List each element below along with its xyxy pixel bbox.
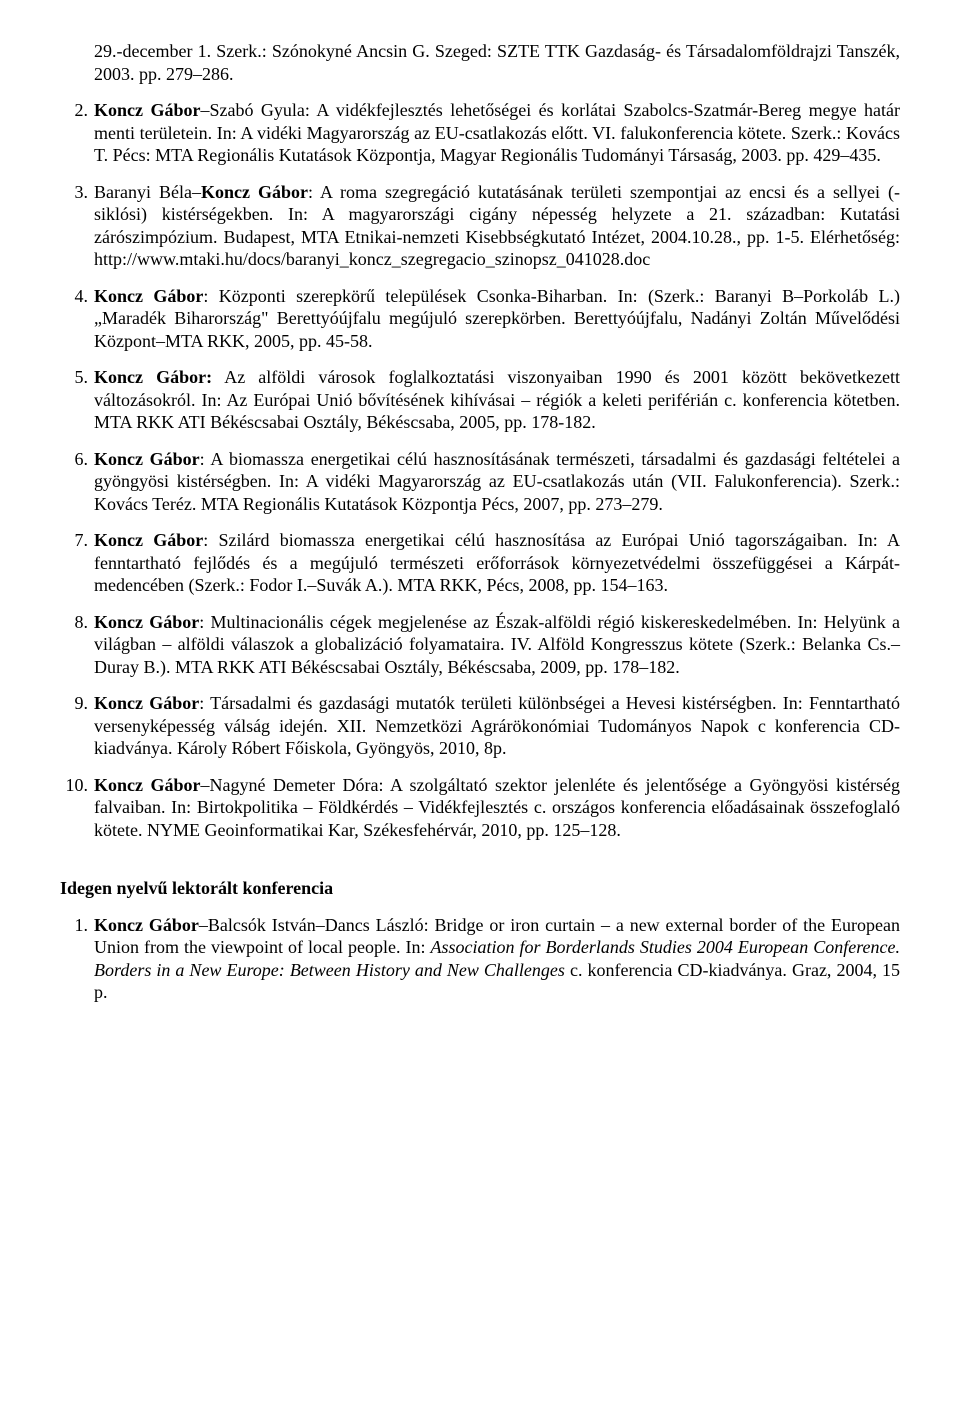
item-number: [60, 40, 94, 85]
bibliography-item: 3.Baranyi Béla–Koncz Gábor: A roma szegr…: [60, 181, 900, 271]
section-heading: Idegen nyelvű lektorált konferencia: [60, 877, 900, 900]
bibliography-item: 10.Koncz Gábor–Nagyné Demeter Dóra: A sz…: [60, 774, 900, 842]
item-text: 29.-december 1. Szerk.: Szónokyné Ancsin…: [94, 40, 900, 85]
item-text: Koncz Gábor: Szilárd biomassza energetik…: [94, 529, 900, 597]
item-number: 1.: [60, 914, 94, 1004]
bibliography-item: 2.Koncz Gábor–Szabó Gyula: A vidékfejles…: [60, 99, 900, 167]
item-number: 2.: [60, 99, 94, 167]
item-number: 10.: [60, 774, 94, 842]
item-number: 7.: [60, 529, 94, 597]
bibliography-item: 4.Koncz Gábor: Központi szerepkörű telep…: [60, 285, 900, 353]
bibliography-item: 1.Koncz Gábor–Balcsók István–Dancs Lászl…: [60, 914, 900, 1004]
bibliography-item: 9.Koncz Gábor: Társadalmi és gazdasági m…: [60, 692, 900, 760]
item-text: Koncz Gábor: Központi szerepkörű települ…: [94, 285, 900, 353]
item-text: Koncz Gábor–Balcsók István–Dancs László:…: [94, 914, 900, 1004]
bibliography-item: 29.-december 1. Szerk.: Szónokyné Ancsin…: [60, 40, 900, 85]
bibliography-item: 5.Koncz Gábor: Az alföldi városok foglal…: [60, 366, 900, 434]
item-text: Koncz Gábor–Szabó Gyula: A vidékfejleszt…: [94, 99, 900, 167]
item-text: Koncz Gábor: Az alföldi városok foglalko…: [94, 366, 900, 434]
item-number: 4.: [60, 285, 94, 353]
item-text: Koncz Gábor: Társadalmi és gazdasági mut…: [94, 692, 900, 760]
bibliography-item: 7.Koncz Gábor: Szilárd biomassza energet…: [60, 529, 900, 597]
item-number: 3.: [60, 181, 94, 271]
item-number: 9.: [60, 692, 94, 760]
item-text: Baranyi Béla–Koncz Gábor: A roma szegreg…: [94, 181, 900, 271]
item-text: Koncz Gábor–Nagyné Demeter Dóra: A szolg…: [94, 774, 900, 842]
item-number: 6.: [60, 448, 94, 516]
item-text: Koncz Gábor: Multinacionális cégek megje…: [94, 611, 900, 679]
bibliography-item: 6.Koncz Gábor: A biomassza energetikai c…: [60, 448, 900, 516]
bibliography-item: 8.Koncz Gábor: Multinacionális cégek meg…: [60, 611, 900, 679]
item-number: 8.: [60, 611, 94, 679]
item-text: Koncz Gábor: A biomassza energetikai cél…: [94, 448, 900, 516]
item-number: 5.: [60, 366, 94, 434]
